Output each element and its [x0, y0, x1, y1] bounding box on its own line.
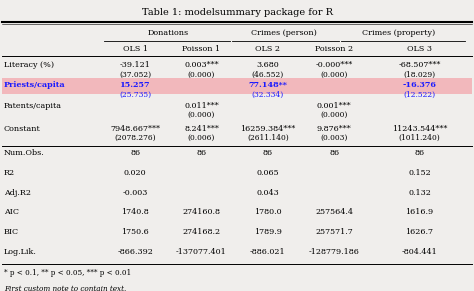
Text: 77.148**: 77.148**: [248, 81, 287, 89]
Text: Table 1: modelsummary package for R: Table 1: modelsummary package for R: [142, 8, 332, 17]
Text: Donations: Donations: [148, 29, 189, 37]
Text: 86: 86: [130, 149, 140, 157]
Text: (1011.240): (1011.240): [399, 134, 440, 142]
Text: 0.152: 0.152: [408, 169, 431, 177]
Text: 257564.4: 257564.4: [315, 208, 353, 216]
Text: 0.001***: 0.001***: [317, 102, 352, 110]
Text: -0.000***: -0.000***: [316, 61, 353, 69]
Text: -0.003: -0.003: [122, 189, 148, 196]
Text: 0.065: 0.065: [256, 169, 279, 177]
Text: OLS 2: OLS 2: [255, 45, 280, 53]
Text: 0.132: 0.132: [408, 189, 431, 196]
FancyBboxPatch shape: [2, 78, 472, 94]
Text: Poisson 1: Poisson 1: [182, 45, 220, 53]
Text: Num.Obs.: Num.Obs.: [4, 149, 45, 157]
Text: BIC: BIC: [4, 228, 19, 236]
Text: 0.020: 0.020: [124, 169, 146, 177]
Text: 8.241***: 8.241***: [184, 125, 219, 132]
Text: 7948.667***: 7948.667***: [110, 125, 160, 132]
Text: 86: 86: [414, 149, 425, 157]
Text: AIC: AIC: [4, 208, 19, 216]
Text: -137077.401: -137077.401: [176, 248, 227, 256]
Text: -128779.186: -128779.186: [309, 248, 360, 256]
Text: 15.257: 15.257: [120, 81, 150, 89]
Text: OLS 1: OLS 1: [123, 45, 147, 53]
Text: Crimes (property): Crimes (property): [362, 29, 435, 37]
Text: 1750.6: 1750.6: [121, 228, 149, 236]
Text: (0.000): (0.000): [188, 111, 215, 119]
Text: 16259.384***: 16259.384***: [240, 125, 295, 132]
Text: 1789.9: 1789.9: [254, 228, 282, 236]
Text: (12.522): (12.522): [403, 91, 436, 99]
Text: (37.052): (37.052): [119, 70, 151, 78]
Text: 86: 86: [263, 149, 273, 157]
Text: * p < 0.1, ** p < 0.05, *** p < 0.01: * p < 0.1, ** p < 0.05, *** p < 0.01: [4, 269, 131, 277]
Text: Crimes (person): Crimes (person): [252, 29, 317, 37]
Text: 9.876***: 9.876***: [317, 125, 352, 132]
Text: -16.376: -16.376: [402, 81, 437, 89]
Text: -866.392: -866.392: [117, 248, 153, 256]
Text: (0.000): (0.000): [320, 111, 348, 119]
Text: (2611.140): (2611.140): [247, 134, 289, 142]
Text: -804.441: -804.441: [401, 248, 438, 256]
Text: (0.000): (0.000): [188, 70, 215, 78]
Text: R2: R2: [4, 169, 15, 177]
Text: 0.003***: 0.003***: [184, 61, 219, 69]
Text: 86: 86: [196, 149, 207, 157]
Text: (25.735): (25.735): [119, 91, 151, 99]
Text: (2078.276): (2078.276): [114, 134, 156, 142]
Text: Constant: Constant: [4, 125, 41, 132]
Text: First custom note to contain text.: First custom note to contain text.: [4, 285, 126, 291]
Text: Patents/capita: Patents/capita: [4, 102, 62, 110]
Text: 274160.8: 274160.8: [182, 208, 220, 216]
Text: 86: 86: [329, 149, 339, 157]
Text: OLS 3: OLS 3: [407, 45, 432, 53]
Text: 1616.9: 1616.9: [405, 208, 434, 216]
Text: (18.029): (18.029): [403, 70, 436, 78]
Text: -39.121: -39.121: [119, 61, 151, 69]
Text: 3.680: 3.680: [256, 61, 279, 69]
Text: (32.334): (32.334): [252, 91, 284, 99]
Text: 0.011***: 0.011***: [184, 102, 219, 110]
Text: 274168.2: 274168.2: [182, 228, 220, 236]
Text: -886.021: -886.021: [250, 248, 286, 256]
Text: (0.000): (0.000): [320, 70, 348, 78]
Text: (0.003): (0.003): [320, 134, 348, 142]
Text: Literacy (%): Literacy (%): [4, 61, 54, 69]
Text: 11243.544***: 11243.544***: [392, 125, 447, 132]
Text: 1780.0: 1780.0: [254, 208, 282, 216]
Text: Log.Lik.: Log.Lik.: [4, 248, 36, 256]
Text: -68.507***: -68.507***: [398, 61, 441, 69]
Text: (46.552): (46.552): [252, 70, 284, 78]
Text: Priests/capita: Priests/capita: [4, 81, 65, 89]
Text: 1626.7: 1626.7: [405, 228, 434, 236]
Text: Adj.R2: Adj.R2: [4, 189, 31, 196]
Text: 1740.8: 1740.8: [121, 208, 149, 216]
Text: 257571.7: 257571.7: [315, 228, 353, 236]
Text: 0.043: 0.043: [256, 189, 279, 196]
Text: Poisson 2: Poisson 2: [315, 45, 353, 53]
Text: (0.006): (0.006): [188, 134, 215, 142]
